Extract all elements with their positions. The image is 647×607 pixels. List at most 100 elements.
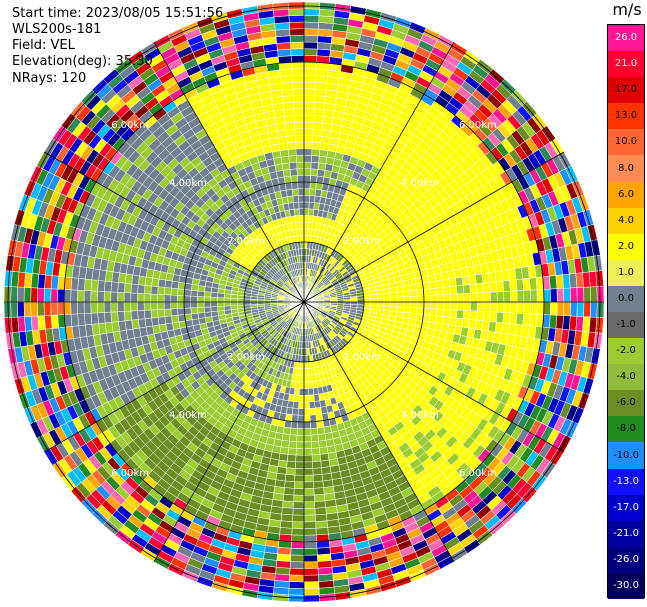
velocity-cell — [197, 312, 206, 319]
velocity-cell — [423, 295, 431, 303]
velocity-cell — [210, 301, 218, 308]
velocity-cell — [110, 281, 119, 293]
velocity-cell — [294, 468, 305, 476]
velocity-cell — [77, 278, 86, 291]
velocity-cell — [177, 288, 185, 296]
velocity-cell — [389, 291, 398, 298]
velocity-cell — [289, 434, 298, 443]
velocity-cell — [307, 381, 314, 389]
velocity-cell — [303, 175, 311, 183]
velocity-cell — [314, 513, 328, 522]
velocity-cell — [303, 548, 318, 556]
velocity-cell — [556, 288, 565, 303]
velocity-cell — [243, 304, 252, 309]
velocity-cell — [190, 307, 199, 315]
velocity-cell — [303, 394, 310, 403]
velocity-cell — [70, 289, 78, 303]
velocity-cell — [191, 312, 199, 320]
velocity-cell — [303, 228, 309, 236]
velocity-cell — [44, 315, 53, 330]
velocity-cell — [314, 400, 321, 409]
velocity-cell — [463, 301, 471, 311]
velocity-cell — [456, 301, 465, 311]
velocity-cell — [157, 286, 166, 295]
velocity-cell — [117, 301, 125, 313]
velocity-cell — [570, 301, 578, 317]
velocity-cell — [44, 274, 53, 289]
velocity-cell — [70, 313, 79, 327]
velocity-cell — [210, 306, 219, 313]
velocity-cell — [428, 280, 437, 290]
velocity-cell — [292, 401, 300, 409]
velocity-cell — [410, 301, 418, 309]
velocity-cell — [203, 301, 212, 308]
velocity-cell — [289, 574, 305, 583]
velocity-cell — [294, 474, 305, 483]
velocity-cell — [303, 494, 315, 503]
velocity-cell — [303, 161, 312, 170]
velocity-cell — [63, 301, 72, 315]
velocity-cell — [496, 311, 504, 324]
velocity-cell — [276, 553, 291, 562]
velocity-cell — [303, 534, 317, 543]
velocity-cell — [550, 301, 558, 316]
velocity-cells — [3, 1, 605, 603]
velocity-cell — [312, 121, 324, 130]
velocity-cell — [303, 135, 313, 143]
velocity-cell — [376, 297, 385, 303]
velocity-cell — [303, 574, 319, 583]
velocity-cell — [515, 278, 524, 292]
velocity-cell — [303, 461, 313, 469]
velocity-cell — [97, 301, 105, 314]
velocity-cell — [184, 313, 193, 322]
velocity-cell — [563, 301, 571, 317]
velocity-cell — [303, 95, 316, 103]
velocity-cell — [170, 287, 179, 296]
velocity-cell — [370, 294, 378, 299]
velocity-cell — [190, 295, 198, 303]
velocity-cell — [416, 301, 425, 309]
velocity-cell — [311, 148, 321, 157]
velocity-cell — [509, 312, 518, 325]
velocity-cell — [314, 407, 322, 415]
velocity-cell — [291, 414, 299, 423]
velocity-cell — [402, 285, 411, 292]
velocity-cell — [57, 301, 65, 316]
velocity-cell — [555, 315, 564, 330]
velocity-cell — [314, 500, 326, 509]
velocity-cell — [298, 401, 305, 409]
velocity-cell — [314, 95, 326, 104]
velocity-cell — [103, 291, 112, 303]
velocity-cell — [137, 293, 145, 303]
velocity-cell — [303, 101, 315, 110]
velocity-cell — [316, 426, 326, 435]
velocity-cell — [310, 161, 319, 170]
velocity-cell — [303, 168, 312, 176]
velocity-cell — [442, 309, 451, 318]
velocity-cell — [476, 292, 485, 303]
velocity-cell — [295, 448, 305, 456]
velocity-cell — [117, 311, 126, 322]
velocity-cell — [104, 311, 112, 324]
velocity-cell — [443, 294, 451, 303]
velocity-cell — [306, 354, 311, 363]
velocity-cell — [489, 281, 498, 293]
velocity-cell — [482, 311, 491, 322]
velocity-cell — [303, 448, 313, 456]
velocity-cell — [143, 293, 152, 303]
velocity-cell — [442, 316, 451, 326]
velocity-cell — [522, 278, 531, 291]
velocity-cell — [84, 312, 93, 326]
velocity-cell — [317, 433, 327, 442]
velocity-cell — [303, 108, 315, 116]
velocity-cell — [314, 82, 328, 91]
velocity-cell — [576, 301, 585, 317]
velocity-cell — [523, 289, 531, 303]
velocity-cell — [303, 381, 309, 389]
velocity-cell — [303, 201, 310, 210]
velocity-cell — [309, 188, 317, 197]
velocity-cell — [183, 301, 192, 309]
velocity-cell — [409, 307, 418, 315]
